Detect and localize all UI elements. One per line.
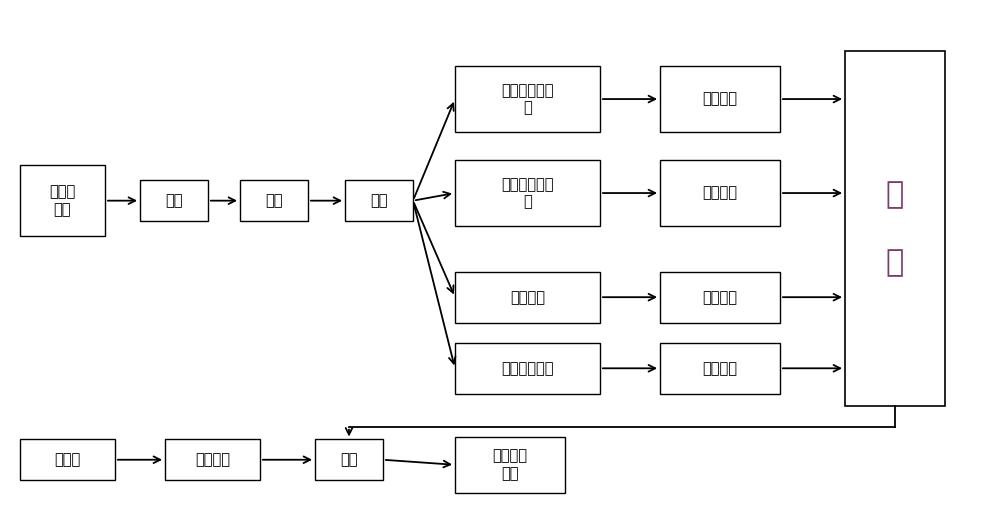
FancyBboxPatch shape [315, 439, 383, 480]
Text: 里氏木霉: 里氏木霉 [510, 290, 545, 305]
Text: 微生物腐
熟剂: 微生物腐 熟剂 [492, 449, 528, 481]
FancyBboxPatch shape [455, 343, 600, 394]
FancyBboxPatch shape [660, 160, 780, 226]
Text: 干

燥: 干 燥 [886, 180, 904, 277]
Text: 液体发酵: 液体发酵 [702, 91, 738, 107]
FancyBboxPatch shape [165, 439, 260, 480]
FancyBboxPatch shape [345, 180, 413, 221]
Text: 粉碎过筛: 粉碎过筛 [195, 452, 230, 467]
FancyBboxPatch shape [240, 180, 308, 221]
FancyBboxPatch shape [455, 272, 600, 323]
Text: 固体发酵: 固体发酵 [702, 290, 738, 305]
FancyBboxPatch shape [455, 160, 600, 226]
Text: 血红红假单胞
菌: 血红红假单胞 菌 [501, 177, 554, 209]
Text: 冷却: 冷却 [265, 193, 283, 208]
FancyBboxPatch shape [660, 272, 780, 323]
Text: 培养基
配制: 培养基 配制 [49, 184, 76, 217]
FancyBboxPatch shape [660, 343, 780, 394]
Text: 灭菌: 灭菌 [165, 193, 183, 208]
FancyBboxPatch shape [20, 165, 105, 236]
FancyBboxPatch shape [845, 51, 945, 406]
FancyBboxPatch shape [20, 439, 115, 480]
FancyBboxPatch shape [140, 180, 208, 221]
FancyBboxPatch shape [455, 437, 565, 493]
FancyBboxPatch shape [660, 66, 780, 132]
Text: 固体发酵: 固体发酵 [702, 361, 738, 376]
Text: 多粘类芽孢杆
菌: 多粘类芽孢杆 菌 [501, 83, 554, 115]
Text: 混匀: 混匀 [340, 452, 358, 467]
Text: 扣囊拟内孢霉: 扣囊拟内孢霉 [501, 361, 554, 376]
FancyBboxPatch shape [455, 66, 600, 132]
Text: 液体发酵: 液体发酵 [702, 185, 738, 201]
Text: 接种: 接种 [370, 193, 388, 208]
Text: 马鞭草: 马鞭草 [54, 452, 81, 467]
